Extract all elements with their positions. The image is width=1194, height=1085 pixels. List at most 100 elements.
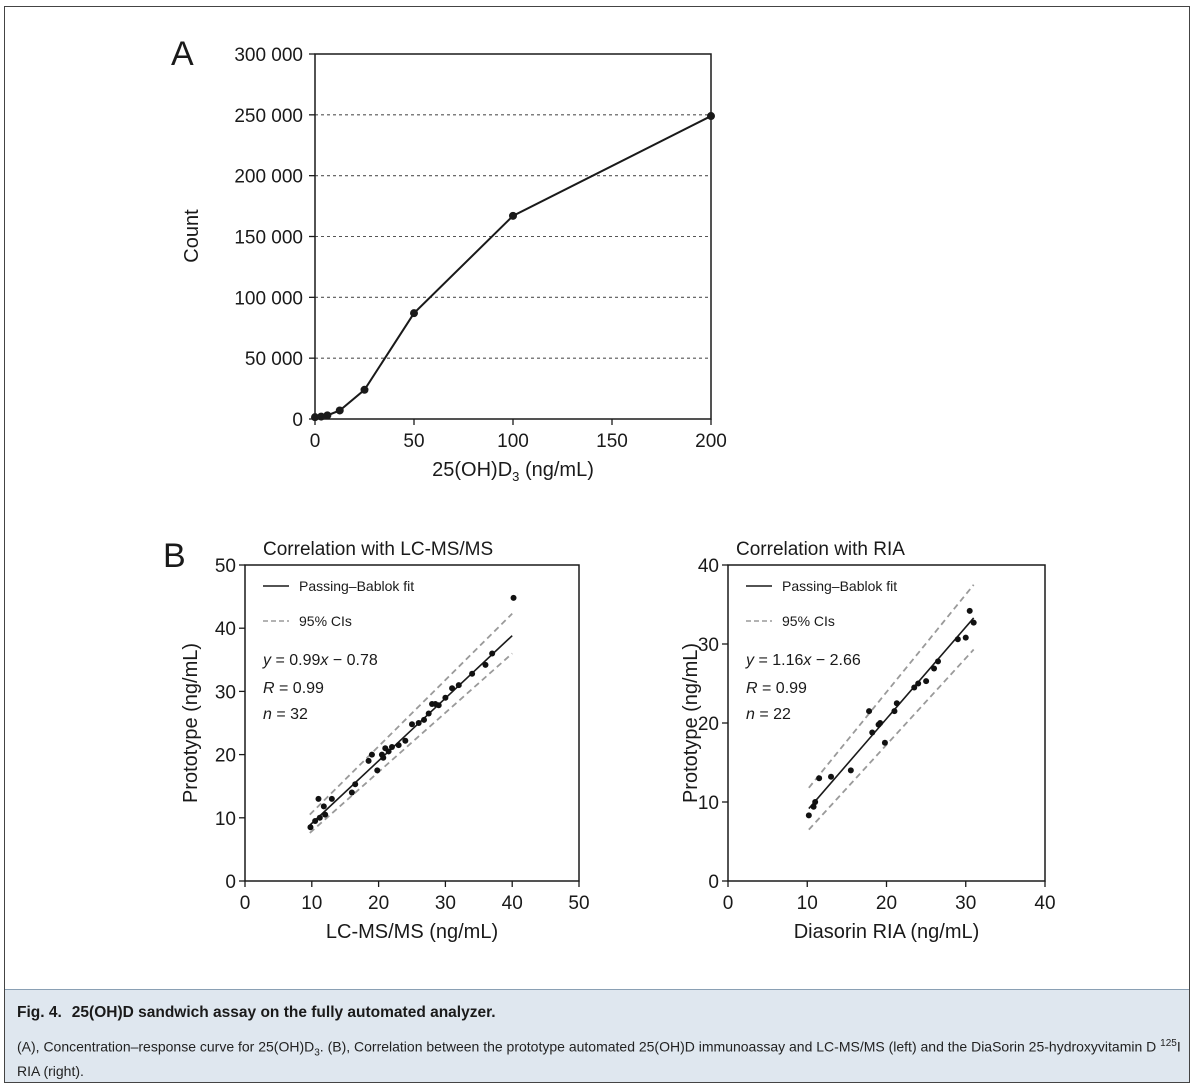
n-label: n [263, 706, 272, 723]
x-tick-label: 40 [1034, 893, 1055, 914]
equation-y: y [745, 652, 755, 669]
data-point [315, 795, 322, 802]
data-point [415, 720, 422, 726]
data-point [962, 634, 969, 641]
r-label: R [263, 680, 275, 697]
ci-lower-line [808, 648, 975, 831]
data-point [482, 661, 489, 668]
data-point [510, 594, 517, 601]
caption-text-sub: 3 [314, 1047, 320, 1059]
data-point [847, 767, 854, 774]
data-point [421, 716, 428, 723]
r-value: = 0.99 [758, 680, 807, 697]
data-point [442, 694, 449, 701]
chart-title: Correlation with RIA [736, 539, 905, 560]
data-point [891, 708, 898, 715]
data-point [816, 775, 823, 782]
data-point [402, 737, 409, 744]
data-point [385, 748, 392, 755]
data-point [352, 781, 359, 788]
y-tick-label: 20 [215, 746, 236, 767]
caption-text-part3: I RIA (right). [17, 1038, 1181, 1080]
data-point [805, 812, 812, 819]
data-point [395, 742, 402, 749]
data-point [911, 684, 918, 691]
data-point [931, 665, 938, 672]
data-point [812, 799, 819, 805]
data-point [320, 803, 327, 810]
caption-text: (A), Concentration–response curve for 25… [17, 1034, 1181, 1081]
equation-intercept: − 2.66 [811, 652, 860, 669]
equation-annotation: y = 0.99x − 0.78 [262, 652, 378, 669]
data-point [935, 658, 942, 665]
data-point [810, 803, 817, 810]
r-value: = 0.99 [275, 680, 324, 697]
y-axis-label: Count [181, 209, 203, 263]
x-tick-label: 10 [797, 893, 818, 914]
y-tick-label: 20 [698, 714, 719, 735]
data-point [881, 739, 888, 746]
x-tick-label: 30 [435, 893, 456, 914]
y-tick-label: 300 000 [234, 45, 303, 66]
x-tick-label: 50 [403, 431, 424, 452]
x-tick-label: 20 [876, 893, 897, 914]
data-point [915, 680, 922, 687]
figure-number: Fig. 4. [17, 1004, 62, 1021]
legend-ci-label: 95% CIs [299, 613, 352, 629]
data-point [923, 678, 930, 685]
x-tick-label: 150 [596, 431, 628, 452]
y-tick-label: 200 000 [234, 167, 303, 188]
legend-ci-label: 95% CIs [782, 613, 835, 629]
equation-annotation: y = 1.16x − 2.66 [745, 652, 861, 669]
y-tick-label: 0 [225, 872, 236, 893]
data-point [449, 685, 456, 692]
panel-label-a: A [171, 35, 194, 73]
n-annotation: n = 22 [746, 706, 791, 723]
data-point [380, 754, 387, 761]
caption-text-part1: (A), Concentration–response curve for 25… [17, 1038, 315, 1055]
equation-intercept: − 0.78 [328, 652, 377, 669]
data-point [954, 636, 961, 643]
data-point [312, 817, 319, 824]
data-point [489, 650, 496, 657]
y-tick-label: 0 [292, 410, 303, 431]
data-point [323, 411, 332, 420]
equation-x: x [802, 652, 812, 669]
data-point [866, 708, 873, 715]
data-point [322, 811, 329, 818]
data-point [455, 682, 462, 689]
data-point [435, 702, 442, 709]
data-point [425, 710, 432, 717]
data-point [307, 824, 314, 831]
data-point [410, 309, 418, 318]
plot-frame [727, 564, 1046, 882]
plot-frame [244, 564, 580, 882]
data-point [509, 211, 517, 220]
r-annotation: R = 0.99 [746, 680, 807, 697]
equation-x: x [319, 652, 329, 669]
x-tick-label: 50 [568, 893, 589, 914]
caption-title-text: 25(OH)D sandwich assay on the fully auto… [71, 1004, 496, 1021]
ci-upper-line [808, 584, 975, 789]
x-axis-label: Diasorin RIA (ng/mL) [794, 921, 980, 943]
data-point [966, 607, 973, 614]
data-point [360, 385, 369, 394]
chart-b-right-ria: Correlation with RIA 0 10 20 30 40 0 10 20 30 40 Pa… [680, 539, 1056, 943]
data-point [828, 773, 835, 780]
x-tick-label: 0 [723, 893, 734, 914]
x-tick-label: 0 [310, 431, 321, 452]
y-tick-label: 40 [698, 556, 719, 577]
data-point [469, 670, 476, 677]
data-point [348, 789, 355, 796]
data-point [893, 700, 900, 707]
y-tick-label: 50 000 [245, 349, 303, 370]
n-annotation: n = 32 [263, 706, 308, 723]
y-tick-label: 50 [215, 556, 236, 577]
y-axis-label: Prototype (ng/mL) [180, 643, 202, 803]
data-point [365, 757, 372, 764]
n-value: = 32 [272, 706, 308, 723]
caption-text-sup: 125 [1160, 1038, 1177, 1049]
x-axis-label-unit: (ng/mL) [519, 459, 593, 481]
data-point [970, 619, 977, 626]
data-point [869, 729, 876, 736]
